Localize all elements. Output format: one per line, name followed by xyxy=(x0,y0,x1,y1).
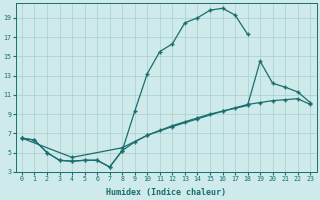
X-axis label: Humidex (Indice chaleur): Humidex (Indice chaleur) xyxy=(106,188,226,197)
